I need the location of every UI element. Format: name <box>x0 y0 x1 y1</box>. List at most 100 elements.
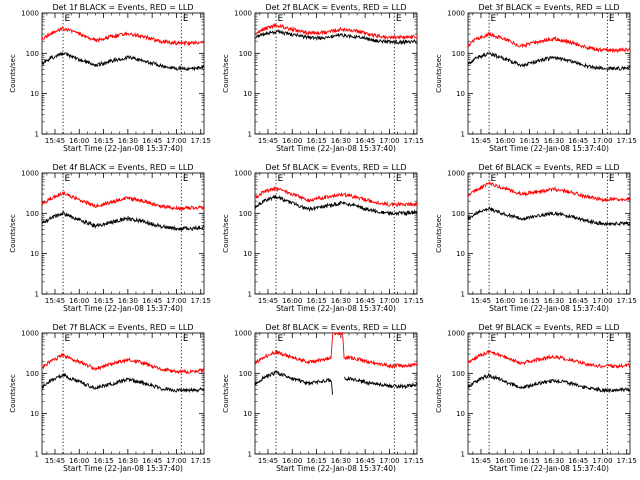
lld-rate-line <box>254 185 418 208</box>
x-axis-label: Start Time (22-Jan-08 15:37:40) <box>489 144 609 153</box>
x-tick-label: 16:45 <box>568 137 588 145</box>
x-tick-label: 16:00 <box>282 137 302 145</box>
x-tick-label: 17:15 <box>404 457 424 465</box>
x-tick-label: 16:15 <box>519 297 539 305</box>
x-tick-label: 17:15 <box>404 297 424 305</box>
y-tick-label: 10 <box>456 90 465 98</box>
chart-title: Det 1f BLACK = Events, RED = LLD <box>52 3 193 12</box>
y-tick-label: 100 <box>239 210 252 218</box>
x-tick-label: 16:00 <box>495 137 515 145</box>
x-tick-label: 17:00 <box>166 137 186 145</box>
x-tick-label: 16:30 <box>118 137 138 145</box>
chart-title: Det 5f BLACK = Events, RED = LLD <box>265 163 406 172</box>
y-tick-label: 1000 <box>447 330 465 338</box>
y-tick-label: 1000 <box>21 330 39 338</box>
x-tick-label: 15:45 <box>471 297 491 305</box>
x-axis-label: Start Time (22-Jan-08 15:37:40) <box>276 144 396 153</box>
x-tick-label: 16:00 <box>282 457 302 465</box>
events-rate-line <box>41 51 205 72</box>
event-marker-label: E <box>65 334 71 344</box>
event-marker-label: E <box>183 334 189 344</box>
y-tick-label: 10 <box>30 250 39 258</box>
chart-title: Det 4f BLACK = Events, RED = LLD <box>52 163 193 172</box>
x-tick-label: 16:45 <box>355 297 375 305</box>
plot-frame <box>254 332 418 455</box>
x-axis-label: Start Time (22-Jan-08 15:37:40) <box>63 304 183 313</box>
x-tick-label: 17:15 <box>191 137 211 145</box>
chart-panel-7: Det 7f BLACK = Events, RED = LLD 1 10 100 10… <box>9 323 211 473</box>
y-tick-label: 1 <box>461 451 465 459</box>
x-tick-label: 16:15 <box>519 457 539 465</box>
y-tick-label: 1 <box>35 131 39 139</box>
chart-panel-6: Det 6f BLACK = Events, RED = LLD 1 10 100 10… <box>435 163 637 313</box>
y-tick-label: 1 <box>461 131 465 139</box>
events-rate-line <box>467 372 631 394</box>
y-axis-label: Counts/sec <box>222 54 230 93</box>
y-tick-label: 10 <box>243 410 252 418</box>
y-tick-label: 1000 <box>234 330 252 338</box>
chart-panel-3: Det 3f BLACK = Events, RED = LLD 1 10 100 10… <box>435 3 637 153</box>
x-tick-label: 15:45 <box>258 457 278 465</box>
x-tick-label: 16:00 <box>495 457 515 465</box>
x-tick-label: 16:15 <box>93 457 113 465</box>
events-rate-line <box>41 211 205 232</box>
x-axis-label: Start Time (22-Jan-08 15:37:40) <box>276 464 396 473</box>
chart-title: Det 7f BLACK = Events, RED = LLD <box>52 323 193 332</box>
x-tick-label: 16:15 <box>93 297 113 305</box>
y-tick-label: 1000 <box>21 10 39 18</box>
x-tick-label: 16:30 <box>331 297 351 305</box>
lld-rate-line <box>41 352 205 375</box>
chart-panel-9: Det 9f BLACK = Events, RED = LLD 1 10 100 10… <box>435 323 637 473</box>
x-tick-label: 16:15 <box>519 137 539 145</box>
y-tick-label: 10 <box>243 250 252 258</box>
event-marker-label: E <box>278 174 284 184</box>
x-tick-label: 17:00 <box>592 297 612 305</box>
y-tick-label: 10 <box>456 410 465 418</box>
y-tick-label: 1000 <box>234 10 252 18</box>
x-tick-label: 17:00 <box>166 457 186 465</box>
event-marker-label: E <box>609 174 615 184</box>
y-tick-label: 100 <box>452 210 465 218</box>
x-tick-label: 16:30 <box>544 297 564 305</box>
event-marker-label: E <box>278 14 284 24</box>
x-tick-label: 17:00 <box>592 457 612 465</box>
y-tick-label: 1000 <box>234 170 252 178</box>
event-marker-label: E <box>183 14 189 24</box>
event-marker-label: E <box>396 14 402 24</box>
event-marker-label: E <box>491 14 497 24</box>
y-axis-label: Counts/sec <box>9 54 17 93</box>
events-rate-line <box>41 372 205 394</box>
x-tick-label: 17:00 <box>379 457 399 465</box>
x-tick-label: 17:15 <box>617 457 637 465</box>
y-tick-label: 10 <box>30 410 39 418</box>
x-tick-label: 16:30 <box>544 457 564 465</box>
x-tick-label: 17:15 <box>617 297 637 305</box>
x-tick-label: 16:15 <box>306 457 326 465</box>
x-tick-label: 16:45 <box>142 457 162 465</box>
x-tick-label: 17:00 <box>379 137 399 145</box>
y-axis-label: Counts/sec <box>435 374 443 413</box>
x-tick-label: 15:45 <box>258 297 278 305</box>
event-marker-label: E <box>396 174 402 184</box>
chart-title: Det 2f BLACK = Events, RED = LLD <box>265 3 406 12</box>
x-tick-label: 15:45 <box>45 297 65 305</box>
x-tick-label: 17:15 <box>404 137 424 145</box>
y-tick-label: 100 <box>26 50 39 58</box>
events-rate-line <box>467 205 631 227</box>
y-tick-label: 100 <box>26 370 39 378</box>
x-tick-label: 16:00 <box>69 137 89 145</box>
lld-rate-line <box>467 180 631 203</box>
y-tick-label: 1 <box>35 451 39 459</box>
x-tick-label: 16:00 <box>495 297 515 305</box>
chart-title: Det 6f BLACK = Events, RED = LLD <box>478 163 619 172</box>
chart-title: Det 3f BLACK = Events, RED = LLD <box>478 3 619 12</box>
plot-frame <box>41 172 205 295</box>
x-tick-label: 17:00 <box>166 297 186 305</box>
x-tick-label: 16:00 <box>282 297 302 305</box>
x-axis-label: Start Time (22-Jan-08 15:37:40) <box>63 144 183 153</box>
plot-frame <box>254 172 418 295</box>
plot-frame <box>254 12 418 135</box>
y-tick-label: 100 <box>26 210 39 218</box>
lld-rate-line <box>254 23 418 41</box>
y-tick-label: 1000 <box>21 170 39 178</box>
